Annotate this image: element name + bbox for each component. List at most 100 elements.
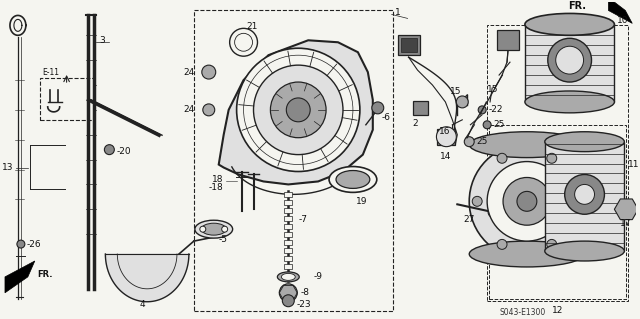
Circle shape [556, 46, 584, 74]
Ellipse shape [336, 171, 370, 189]
Circle shape [464, 137, 474, 147]
Circle shape [203, 104, 215, 116]
Text: 15: 15 [487, 85, 499, 94]
Circle shape [497, 153, 507, 163]
Bar [284, 200, 292, 205]
Circle shape [503, 177, 551, 225]
Bar [497, 30, 519, 50]
Text: 10: 10 [618, 16, 629, 25]
Text: 13: 13 [3, 163, 14, 172]
Text: -8: -8 [300, 288, 309, 297]
Text: 3: 3 [99, 36, 105, 45]
Bar [545, 142, 625, 251]
Bar [284, 240, 292, 245]
Bar [284, 248, 292, 253]
Ellipse shape [277, 272, 300, 282]
Ellipse shape [525, 13, 614, 35]
Ellipse shape [545, 241, 625, 261]
Ellipse shape [525, 91, 614, 113]
Circle shape [564, 174, 604, 214]
Circle shape [547, 240, 557, 249]
Circle shape [200, 226, 206, 232]
Ellipse shape [620, 204, 633, 214]
Text: E-11: E-11 [42, 68, 59, 77]
Bar [397, 35, 420, 55]
Text: 27: 27 [463, 215, 475, 224]
Circle shape [497, 240, 507, 249]
Circle shape [104, 145, 115, 155]
Polygon shape [609, 0, 632, 23]
Circle shape [469, 144, 584, 259]
Bar [437, 129, 455, 145]
Polygon shape [106, 254, 189, 302]
Text: -26: -26 [27, 240, 42, 249]
Text: 18: 18 [212, 175, 224, 184]
Bar [413, 101, 429, 115]
Circle shape [575, 184, 595, 204]
Circle shape [472, 197, 482, 206]
Bar [525, 24, 614, 102]
Text: 4: 4 [139, 300, 145, 309]
Text: 19: 19 [356, 197, 367, 206]
Circle shape [436, 127, 456, 147]
Text: 16: 16 [440, 127, 451, 136]
Text: 2: 2 [413, 119, 418, 128]
Circle shape [478, 106, 486, 114]
Circle shape [456, 96, 468, 108]
Polygon shape [614, 199, 638, 219]
Text: -23: -23 [296, 300, 311, 309]
Circle shape [487, 161, 566, 241]
Text: -7: -7 [298, 215, 307, 224]
Bar [284, 192, 292, 197]
Bar [284, 232, 292, 237]
Polygon shape [5, 261, 35, 293]
Bar [40, 78, 95, 120]
Circle shape [372, 102, 384, 114]
Text: 1: 1 [395, 8, 401, 17]
Text: 25: 25 [493, 120, 504, 129]
Text: -20: -20 [116, 147, 131, 156]
Ellipse shape [195, 220, 232, 238]
Text: FR.: FR. [568, 2, 586, 11]
Circle shape [202, 65, 216, 79]
Circle shape [282, 295, 294, 307]
Ellipse shape [469, 132, 584, 158]
Bar [284, 256, 292, 261]
Text: 14: 14 [440, 152, 452, 161]
Circle shape [279, 284, 297, 302]
Text: -18: -18 [209, 183, 224, 192]
Ellipse shape [469, 241, 584, 267]
Text: -9: -9 [313, 272, 322, 281]
Circle shape [547, 153, 557, 163]
Circle shape [517, 191, 537, 211]
Circle shape [572, 197, 582, 206]
Text: 17: 17 [620, 219, 632, 228]
Text: 12: 12 [552, 306, 563, 315]
Ellipse shape [202, 223, 226, 235]
Circle shape [483, 121, 491, 129]
Text: 24: 24 [184, 68, 195, 77]
Text: 25: 25 [476, 137, 488, 146]
Bar [284, 224, 292, 229]
Text: -6: -6 [381, 113, 391, 122]
Circle shape [488, 207, 498, 217]
Circle shape [230, 28, 257, 56]
Bar [284, 264, 292, 269]
Bar [401, 38, 417, 52]
Text: S043-E1300: S043-E1300 [499, 308, 545, 317]
Circle shape [221, 226, 228, 232]
Text: 15: 15 [451, 87, 462, 96]
Bar [284, 208, 292, 213]
Ellipse shape [545, 132, 625, 152]
Polygon shape [219, 40, 373, 184]
Text: 21: 21 [246, 22, 258, 31]
Text: FR.: FR. [36, 271, 52, 279]
Circle shape [286, 98, 310, 122]
Circle shape [253, 65, 343, 155]
Text: -5: -5 [219, 234, 228, 244]
Circle shape [271, 82, 326, 138]
Circle shape [548, 38, 591, 82]
Ellipse shape [282, 273, 295, 280]
Text: 11: 11 [628, 160, 640, 169]
Bar [284, 216, 292, 221]
